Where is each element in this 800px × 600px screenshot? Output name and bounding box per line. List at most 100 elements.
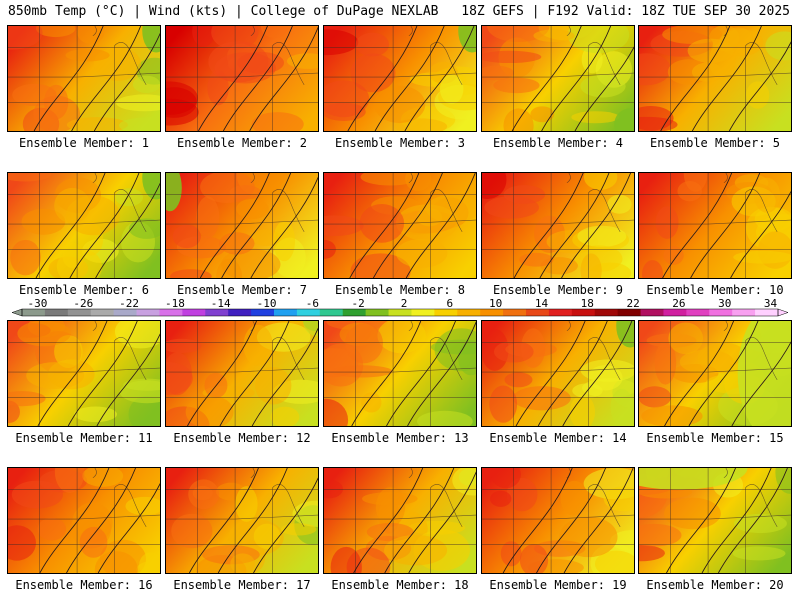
isotherm-contour <box>574 46 634 131</box>
colorbar-tick-label: 30 <box>718 297 731 310</box>
temperature-blotch <box>94 551 138 573</box>
temperature-blotch <box>21 208 66 235</box>
state-border <box>114 484 147 528</box>
state-border <box>551 72 634 78</box>
temperature-blotch <box>405 173 432 192</box>
isotherm-contour <box>199 173 270 278</box>
state-border <box>393 367 476 373</box>
state-border <box>588 337 621 381</box>
state-border <box>408 173 413 184</box>
temperature-blotch <box>10 239 41 276</box>
temperature-colorbar: -30-26-22-18-14-10-6-2261014182226303438… <box>10 297 790 319</box>
temperature-blotch <box>452 468 476 496</box>
colorbar-segment <box>755 309 779 316</box>
temperature-blotch <box>733 513 787 534</box>
colorbar-segment <box>319 309 344 316</box>
ensemble-member-label: Ensemble Member: 2 <box>176 136 308 150</box>
colorbar-segment <box>90 309 115 316</box>
temperature-blotch <box>439 74 464 104</box>
isotherm-contour <box>688 321 759 426</box>
state-border <box>393 219 476 225</box>
state-border <box>708 72 791 78</box>
temperature-blotch <box>251 112 304 131</box>
temperature-blotch <box>533 29 575 43</box>
state-border <box>272 337 305 381</box>
state-border <box>408 468 413 479</box>
ensemble-map-panel <box>481 25 635 132</box>
colorbar-segment <box>205 309 229 316</box>
colorbar-tick-label: 18 <box>581 297 594 310</box>
isotherm-contour <box>351 321 422 426</box>
isotherm-contour <box>250 176 318 278</box>
temperature-blotch <box>79 526 108 558</box>
ensemble-map-panel <box>323 320 477 427</box>
cool-air-region <box>166 173 182 212</box>
colorbar-segment <box>457 309 481 316</box>
temperature-blotch <box>560 480 588 516</box>
temperature-blotch <box>512 386 571 411</box>
temperature-blotch <box>166 361 193 395</box>
ensemble-map-panel <box>7 320 161 427</box>
temperature-blotch <box>243 324 273 366</box>
temperature-blotch <box>270 406 300 426</box>
isotherm-contour <box>66 468 136 573</box>
colorbar-segment <box>274 309 298 316</box>
temperature-blotch <box>580 74 626 98</box>
isotherm-contour <box>217 468 288 573</box>
colorbar-segment <box>732 309 756 316</box>
temperature-blotch <box>235 486 258 522</box>
isotherm-contour <box>249 26 318 131</box>
state-border <box>393 514 476 520</box>
state-border <box>708 367 791 373</box>
isotherm-contour <box>407 321 476 426</box>
ensemble-map-panel <box>323 172 477 279</box>
temperature-blotch <box>324 215 364 237</box>
cool-air-region <box>142 26 160 53</box>
ensemble-member-label: Ensemble Member: 10 <box>646 283 784 297</box>
temperature-blotch <box>11 480 64 509</box>
ensemble-member-label: Ensemble Member: 18 <box>331 578 469 592</box>
colorbar-segment <box>296 309 321 316</box>
run-valid-time: 18Z GEFS | F192 Valid: 18Z TUE SEP 30 20… <box>461 4 790 19</box>
colorbar-tick-label: -18 <box>165 297 185 310</box>
state-border <box>77 367 160 373</box>
temperature-blotch <box>66 117 128 131</box>
isotherm-contour <box>539 173 610 278</box>
temperature-blotch <box>482 173 507 200</box>
ensemble-member-label: Ensemble Member: 5 <box>649 136 781 150</box>
temperature-blotch <box>489 385 518 423</box>
temperature-blotch <box>530 106 555 123</box>
state-border <box>408 321 413 332</box>
temperature-blotch <box>230 553 255 573</box>
ensemble-map-panel <box>481 172 635 279</box>
isotherm-contour <box>251 327 318 426</box>
temperature-blotch <box>216 258 243 278</box>
colorbar-segment <box>251 309 275 316</box>
isotherm-contour <box>660 26 731 131</box>
temperature-blotch <box>8 391 46 407</box>
temperature-blotch <box>360 173 420 186</box>
colorbar-segment <box>434 309 458 316</box>
temperature-blotch <box>687 38 734 63</box>
temperature-blotch <box>668 322 704 355</box>
temperature-blotch <box>219 232 255 255</box>
state-border <box>77 514 160 520</box>
state-border <box>588 42 621 86</box>
ensemble-map-panel <box>323 467 477 574</box>
temperature-blotch <box>603 486 634 512</box>
temperature-blotch <box>280 523 317 536</box>
colorbar-tick-label: 22 <box>626 297 639 310</box>
state-border <box>92 321 97 332</box>
temperature-blotch <box>482 65 515 81</box>
temperature-blotch <box>37 517 67 541</box>
ensemble-map-panel <box>481 467 635 574</box>
temperature-blotch <box>255 366 292 405</box>
temperature-blotch <box>567 26 630 54</box>
ensemble-map-panel <box>638 467 792 574</box>
isotherm-contour <box>95 182 160 278</box>
temperature-blotch <box>196 196 220 239</box>
temperature-blotch <box>732 546 786 561</box>
ensemble-map-panel <box>638 25 792 132</box>
temperature-blotch <box>54 187 91 224</box>
temperature-blotch <box>253 523 281 550</box>
